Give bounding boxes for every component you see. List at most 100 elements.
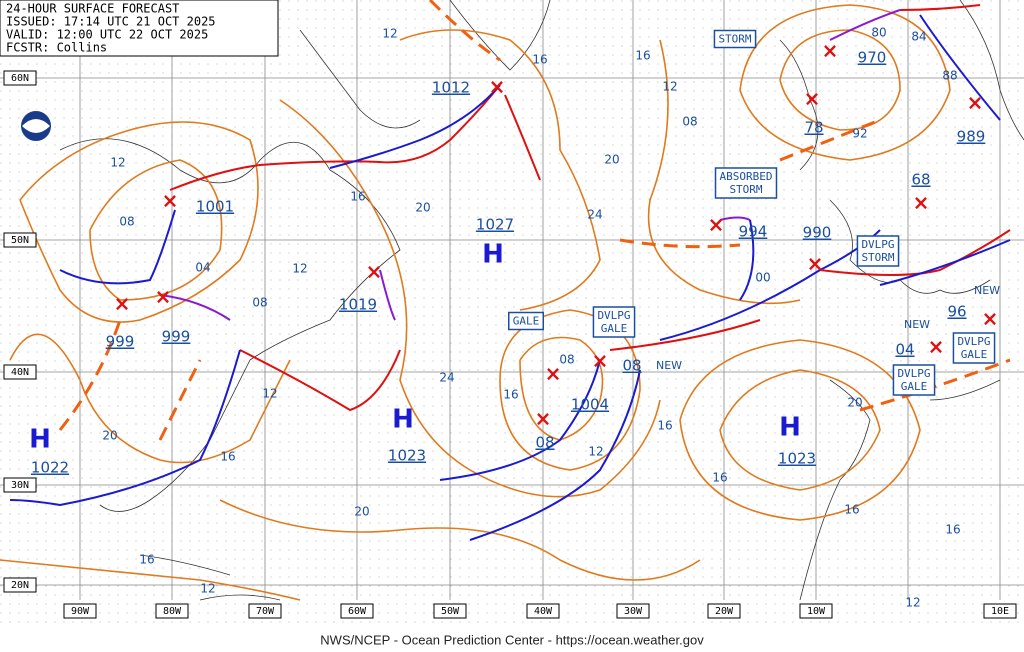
- isobar-label: 92: [852, 127, 867, 141]
- lon-label: 90W: [71, 606, 90, 617]
- isobar-label: 16: [532, 53, 547, 67]
- isobar-label: 16: [635, 49, 650, 63]
- footer: NWS/NCEP - Ocean Prediction Center - htt…: [320, 632, 704, 647]
- lon-label: 30W: [624, 606, 643, 617]
- troughs: [58, 0, 1011, 441]
- low-pressure: 08: [535, 434, 554, 452]
- lon-label-box: [340, 603, 374, 619]
- warning-box-frame: [952, 332, 996, 364]
- lon-label: 70W: [256, 606, 275, 617]
- high-symbol: H: [779, 413, 801, 443]
- warning-box-frame: [508, 311, 544, 331]
- isobar-label: 08: [682, 115, 697, 129]
- isobar-label: 16: [657, 419, 672, 433]
- new-label: NEW: [656, 359, 682, 372]
- isobar-label: 20: [102, 429, 117, 443]
- warning-box: STORM: [713, 29, 757, 49]
- isobar-label: 84: [911, 30, 926, 44]
- low-pressure: 990: [803, 224, 832, 242]
- warning-text: DVLPG: [897, 367, 930, 380]
- isobar-label: 24: [439, 371, 454, 385]
- lon-label-box: [248, 603, 282, 619]
- isobar-label: 16: [945, 523, 960, 537]
- low-pressure: 970: [858, 49, 887, 67]
- low-center-symbol: ×: [592, 349, 609, 373]
- isobar-label: 08: [252, 296, 267, 310]
- low-pressure: 68: [911, 171, 930, 189]
- low-center-symbol: ×: [114, 292, 131, 316]
- lon-label: 10W: [807, 606, 826, 617]
- isobar-label: 20: [847, 396, 862, 410]
- lat-label-box: [3, 364, 37, 380]
- isobar-label: 16: [220, 450, 235, 464]
- lat-label-box: [3, 70, 37, 86]
- low-pressure: 96: [947, 303, 966, 321]
- low-center-symbol: ×: [807, 252, 824, 276]
- isobar-label: 16: [503, 388, 518, 402]
- isobar-label: 12: [662, 80, 677, 94]
- lat-label: 20N: [11, 580, 29, 591]
- lon-label-box: [526, 603, 560, 619]
- isobar-label: 20: [604, 153, 619, 167]
- high-symbol: H: [482, 240, 504, 270]
- header-box: [0, 0, 279, 57]
- isobar-label: 12: [905, 596, 920, 610]
- warning-text: ABSORBED: [720, 170, 773, 183]
- low-pressure: 08: [622, 357, 641, 375]
- lon-label-box: [63, 603, 97, 619]
- lon-label: 50W: [441, 606, 460, 617]
- low-center-symbol: ×: [982, 307, 999, 331]
- low-center-symbol: ×: [366, 260, 383, 284]
- lat-label-box: [3, 477, 37, 493]
- warning-text: GALE: [601, 322, 628, 335]
- lat-label-box: [3, 232, 37, 248]
- low-center-symbol: ×: [162, 189, 179, 213]
- high-symbol: H: [29, 425, 51, 455]
- low-center-symbol: ×: [967, 91, 984, 115]
- isobars: [0, 4, 951, 601]
- lon-label-box: [707, 603, 741, 619]
- low-center-symbol: ×: [928, 335, 945, 359]
- lon-label: 60W: [348, 606, 367, 617]
- high-pressure: 1027: [476, 216, 514, 234]
- isobar-label: 20: [415, 201, 430, 215]
- header-line: ISSUED: 17:14 UTC 21 OCT 2025: [6, 15, 216, 29]
- isobar-label: 16: [139, 553, 154, 567]
- lon-label-box: [433, 603, 467, 619]
- low-center-symbol: ×: [535, 407, 552, 431]
- lon-label-box: [983, 603, 1017, 619]
- lon-label-box: [799, 603, 833, 619]
- low-center-symbol: ×: [155, 285, 172, 309]
- low-center-symbol: ×: [708, 213, 725, 237]
- lon-label-box: [616, 603, 650, 619]
- lat-label: 30N: [11, 480, 29, 491]
- warning-text: STORM: [861, 251, 894, 264]
- warning-text: DVLPG: [861, 238, 894, 251]
- isobar-label: 16: [844, 503, 859, 517]
- warning-box-frame: [592, 306, 636, 338]
- warning-text: DVLPG: [957, 335, 990, 348]
- low-center-symbol: ×: [489, 75, 506, 99]
- low-pressure: 04: [895, 341, 914, 359]
- footer-bar: [0, 630, 1024, 652]
- low-pressure: 1001: [196, 198, 234, 216]
- isobar-label: 08: [119, 215, 134, 229]
- warning-text: DVLPG: [597, 309, 630, 322]
- low-pressure: 994: [739, 223, 768, 241]
- low-pressure: 1019: [339, 296, 377, 314]
- isobar-label: 12: [110, 156, 125, 170]
- lon-label: 80W: [163, 606, 182, 617]
- high-pressure: 1023: [388, 447, 426, 465]
- low-pressure: 1012: [432, 79, 470, 97]
- lon-label: 20W: [715, 606, 734, 617]
- high-pressure: 1023: [778, 450, 816, 468]
- warning-box: GALE: [508, 311, 544, 331]
- isobar-label: 08: [559, 353, 574, 367]
- warning-text: GALE: [901, 380, 928, 393]
- high-pressure: 1022: [31, 459, 69, 477]
- isobar-label: 00: [755, 271, 770, 285]
